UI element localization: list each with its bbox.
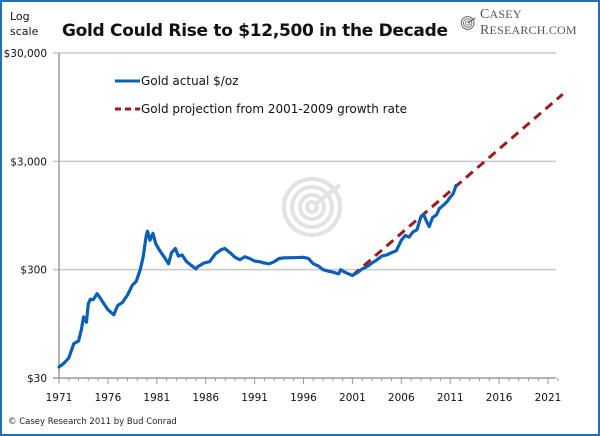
watermark-ring [282,177,342,237]
x-tick-label: 2006 [388,392,415,404]
chart-title: Gold Could Rise to $12,500 in the Decade [62,21,448,41]
legend-label: Gold actual $/oz [141,74,239,88]
x-tick-label: 1991 [241,392,268,404]
watermark-spiral-icon [282,177,342,237]
watermark-arrow [312,183,342,207]
legend: Gold actual $/oz Gold projection from 200… [115,74,407,116]
copyright-credit: © Casey Research 2011 by Bud Conrad [8,417,177,427]
y-tick-label: $30,000 [4,48,47,60]
scale-note-line2: scale [10,25,39,38]
brand-initial-c: C [480,7,490,22]
watermark-ring [305,200,319,214]
brand-word-research: ESEARCH.COM [489,23,577,37]
y-tick-labels: $30 $300 $3,000 $30,000 [4,48,47,385]
x-tick-label: 1981 [143,392,170,404]
brand-name: CASEY RESEARCH.COM [480,7,600,39]
x-tick-label: 2011 [437,392,464,404]
x-tick-label: 2001 [339,392,366,404]
y-tick-label: $30 [27,373,47,385]
series-group [57,93,564,369]
x-tick-label: 1971 [46,392,73,404]
spiral-target-icon [460,16,476,30]
x-tick-labels: 1971 1976 1981 1986 1991 1996 2001 2006 2011 2016… [46,392,562,404]
y-tick-label: $300 [20,265,47,277]
gridlines [53,52,556,271]
watermark-ring [290,185,334,229]
x-tick-label: 2016 [486,392,513,404]
axes [53,53,559,384]
brand-logo: CASEY RESEARCH.COM [460,7,600,39]
x-tick-label: 1986 [192,392,219,404]
brand-word-casey: ASEY [489,7,522,21]
y-tick-label: $3,000 [10,156,47,168]
series-line-actual [57,183,458,369]
x-tick-label: 1996 [290,392,317,404]
x-tick-label: 2021 [535,392,562,404]
brand-initial-r: R [480,23,490,38]
legend-item: Gold projection from 2001-2009 growth ra… [115,102,407,116]
legend-item: Gold actual $/oz [115,74,239,88]
y-axis-scale-note: Log scale [10,9,38,39]
x-tick-label: 1976 [95,392,122,404]
watermark-ring [298,193,326,221]
legend-label: Gold projection from 2001-2009 growth ra… [141,102,407,116]
scale-note-line1: Log [10,10,30,23]
